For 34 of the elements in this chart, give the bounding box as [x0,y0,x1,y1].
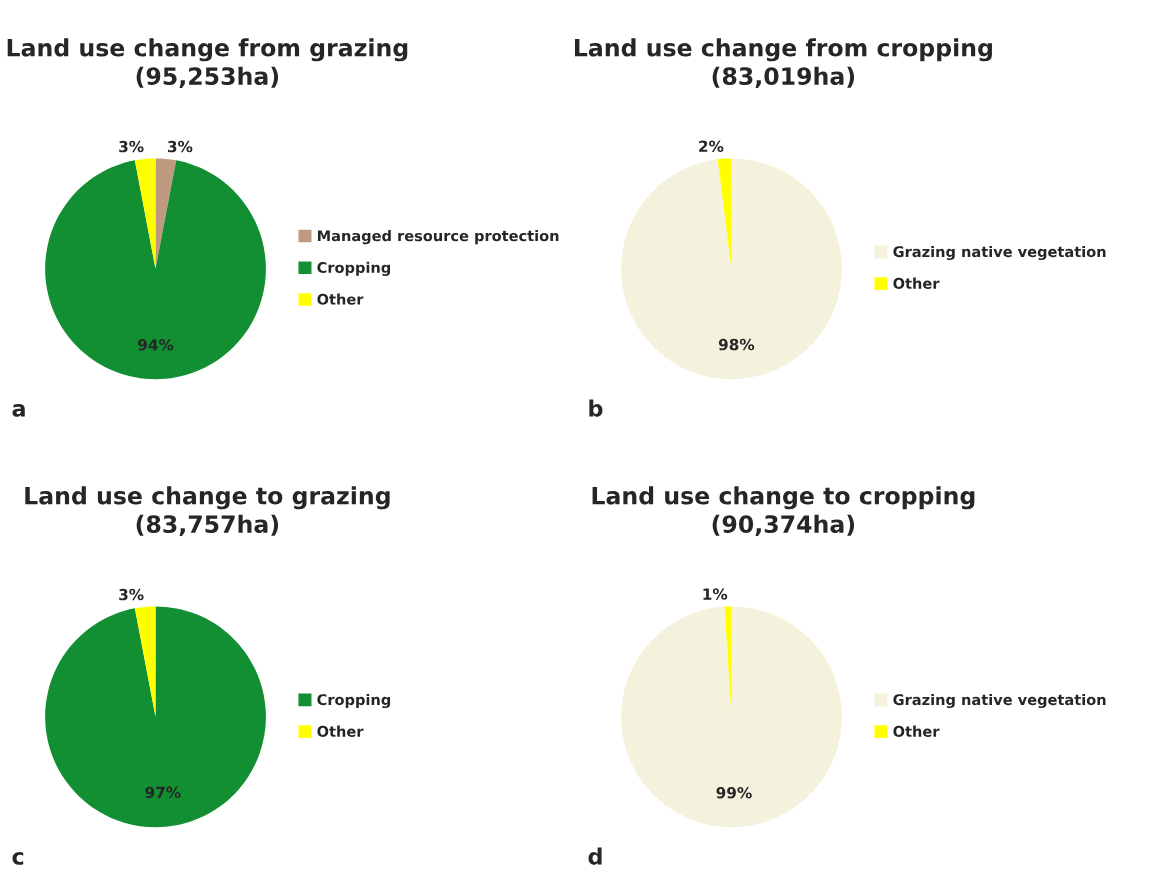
data-label: 1% [703,588,728,600]
text: a [12,404,25,417]
pie-slice [134,158,156,269]
chart-title: Land use change from cropping (83,019ha) [574,38,992,89]
legend-label: Cropping [317,693,391,709]
data-label: 2% [699,140,724,153]
pie-slice [45,606,266,828]
legend-label: Other [317,725,364,737]
legend-label: Other [317,293,364,305]
legend-label: Cropping [317,261,391,276]
data-label: 97% [145,786,181,799]
pie-slice [621,606,842,828]
text: c [12,852,24,865]
legend-label: Other [893,725,940,737]
data-label: 3% [119,140,144,153]
legend-label: Managed resource protection [317,230,559,245]
data-label: 98% [718,338,755,351]
data-label: 3% [119,588,144,601]
chart-title: Land use change to cropping (90,374ha) [592,486,975,537]
data-label: 99% [716,786,752,799]
text: b [589,399,603,417]
pie-slice [45,160,266,380]
legend-label: Other [893,277,940,289]
chart-title: Land use change from grazing (95,253ha) [7,38,408,89]
data-label: 94% [138,338,174,351]
pie-slice [134,606,156,717]
legend-label: Grazing native vegetation [893,693,1106,709]
pie-slice [621,158,842,380]
legend-label: Grazing native vegetation [893,245,1106,261]
chart-title: Land use change to grazing (83,757ha) [25,486,390,537]
text: d [588,847,602,865]
data-label: 3% [167,140,193,153]
pie-slice [724,606,732,717]
pie-slice [717,158,732,269]
